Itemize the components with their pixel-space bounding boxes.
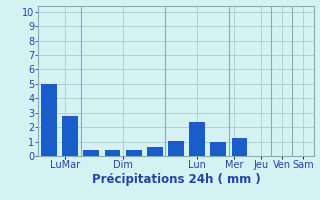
Bar — [211, 142, 226, 156]
Bar — [232, 138, 247, 156]
Bar — [168, 141, 184, 156]
Bar — [147, 147, 163, 156]
Bar — [189, 122, 205, 156]
Bar — [84, 150, 99, 156]
X-axis label: Précipitations 24h ( mm ): Précipitations 24h ( mm ) — [92, 173, 260, 186]
Bar — [105, 150, 120, 156]
Bar — [41, 84, 57, 156]
Bar — [62, 116, 78, 156]
Bar — [126, 150, 142, 156]
